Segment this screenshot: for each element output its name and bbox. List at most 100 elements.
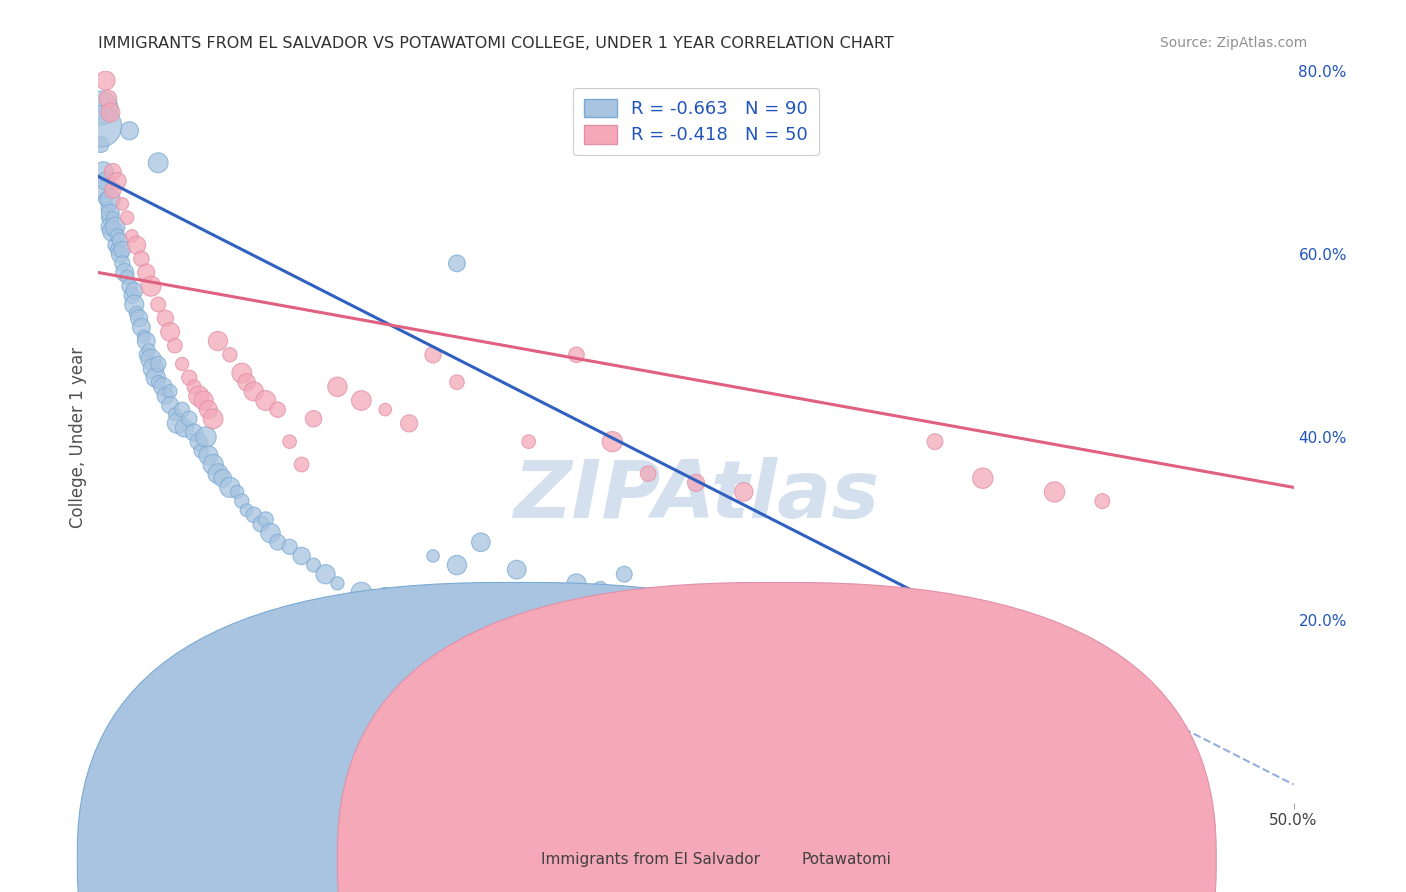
- Point: [197, 402, 219, 417]
- Point: [107, 229, 129, 244]
- Point: [148, 297, 170, 311]
- Point: [115, 270, 138, 285]
- Point: [179, 412, 201, 426]
- Point: [145, 370, 167, 384]
- Point: [135, 266, 157, 280]
- Point: [94, 174, 117, 188]
- Point: [756, 590, 779, 604]
- Point: [202, 412, 225, 426]
- Point: [148, 357, 170, 371]
- Point: [101, 165, 124, 179]
- Point: [125, 307, 148, 321]
- Point: [278, 540, 301, 554]
- Point: [302, 412, 325, 426]
- Point: [97, 211, 120, 225]
- Point: [235, 503, 257, 517]
- Y-axis label: College, Under 1 year: College, Under 1 year: [69, 346, 87, 528]
- Point: [422, 549, 444, 563]
- Point: [163, 338, 186, 352]
- Point: [159, 398, 181, 412]
- Point: [108, 234, 131, 248]
- Text: ZIPAtlas: ZIPAtlas: [513, 457, 879, 534]
- Point: [190, 443, 212, 458]
- Point: [107, 174, 129, 188]
- Point: [173, 421, 195, 435]
- Point: [326, 380, 349, 394]
- Point: [104, 238, 127, 252]
- Point: [1091, 494, 1114, 508]
- Point: [115, 211, 138, 225]
- Point: [101, 183, 124, 197]
- Point: [828, 613, 851, 627]
- Text: IMMIGRANTS FROM EL SALVADOR VS POTAWATOMI COLLEGE, UNDER 1 YEAR CORRELATION CHAR: IMMIGRANTS FROM EL SALVADOR VS POTAWATOM…: [98, 36, 894, 51]
- Point: [148, 156, 170, 170]
- Point: [291, 549, 314, 563]
- Point: [565, 576, 588, 591]
- Point: [924, 434, 946, 449]
- Point: [374, 590, 396, 604]
- Point: [374, 402, 396, 417]
- Point: [121, 288, 143, 302]
- Point: [148, 375, 170, 389]
- Point: [202, 458, 225, 472]
- Point: [243, 384, 266, 399]
- Point: [155, 389, 177, 403]
- Point: [111, 243, 134, 257]
- Point: [90, 137, 112, 152]
- Point: [613, 567, 636, 582]
- Point: [97, 202, 120, 216]
- Point: [101, 224, 124, 238]
- Point: [91, 183, 114, 197]
- Point: [139, 352, 162, 367]
- Point: [195, 430, 218, 444]
- Point: [924, 626, 946, 640]
- Point: [138, 343, 160, 358]
- Point: [125, 238, 148, 252]
- Point: [219, 480, 242, 494]
- Point: [231, 494, 253, 508]
- Point: [172, 402, 194, 417]
- Point: [108, 247, 131, 261]
- Point: [446, 256, 468, 270]
- Point: [159, 384, 181, 399]
- Point: [446, 375, 468, 389]
- Point: [98, 219, 122, 234]
- Point: [302, 558, 325, 573]
- Point: [326, 576, 349, 591]
- Point: [350, 585, 373, 599]
- Point: [104, 219, 127, 234]
- Point: [661, 594, 683, 608]
- Point: [163, 407, 186, 421]
- Point: [254, 512, 277, 526]
- Point: [118, 279, 141, 293]
- Point: [506, 563, 529, 577]
- Point: [685, 475, 707, 490]
- Point: [422, 348, 444, 362]
- Point: [172, 357, 194, 371]
- Point: [111, 256, 134, 270]
- Point: [179, 370, 201, 384]
- Point: [118, 124, 141, 138]
- Point: [565, 348, 588, 362]
- Point: [219, 348, 242, 362]
- Point: [187, 389, 209, 403]
- Point: [278, 434, 301, 449]
- Point: [166, 417, 188, 431]
- Point: [250, 516, 273, 531]
- Point: [98, 105, 122, 120]
- Point: [1043, 485, 1066, 500]
- Point: [94, 73, 117, 87]
- Point: [733, 485, 755, 500]
- Point: [132, 329, 155, 343]
- Point: [517, 434, 540, 449]
- Text: Source: ZipAtlas.com: Source: ZipAtlas.com: [1160, 36, 1308, 50]
- Point: [111, 197, 134, 211]
- Point: [135, 348, 157, 362]
- Point: [159, 325, 181, 339]
- Point: [142, 361, 165, 376]
- Text: Immigrants from El Salvador: Immigrants from El Salvador: [541, 853, 761, 867]
- Point: [139, 279, 162, 293]
- Point: [804, 599, 827, 614]
- Point: [733, 585, 755, 599]
- Point: [602, 434, 624, 449]
